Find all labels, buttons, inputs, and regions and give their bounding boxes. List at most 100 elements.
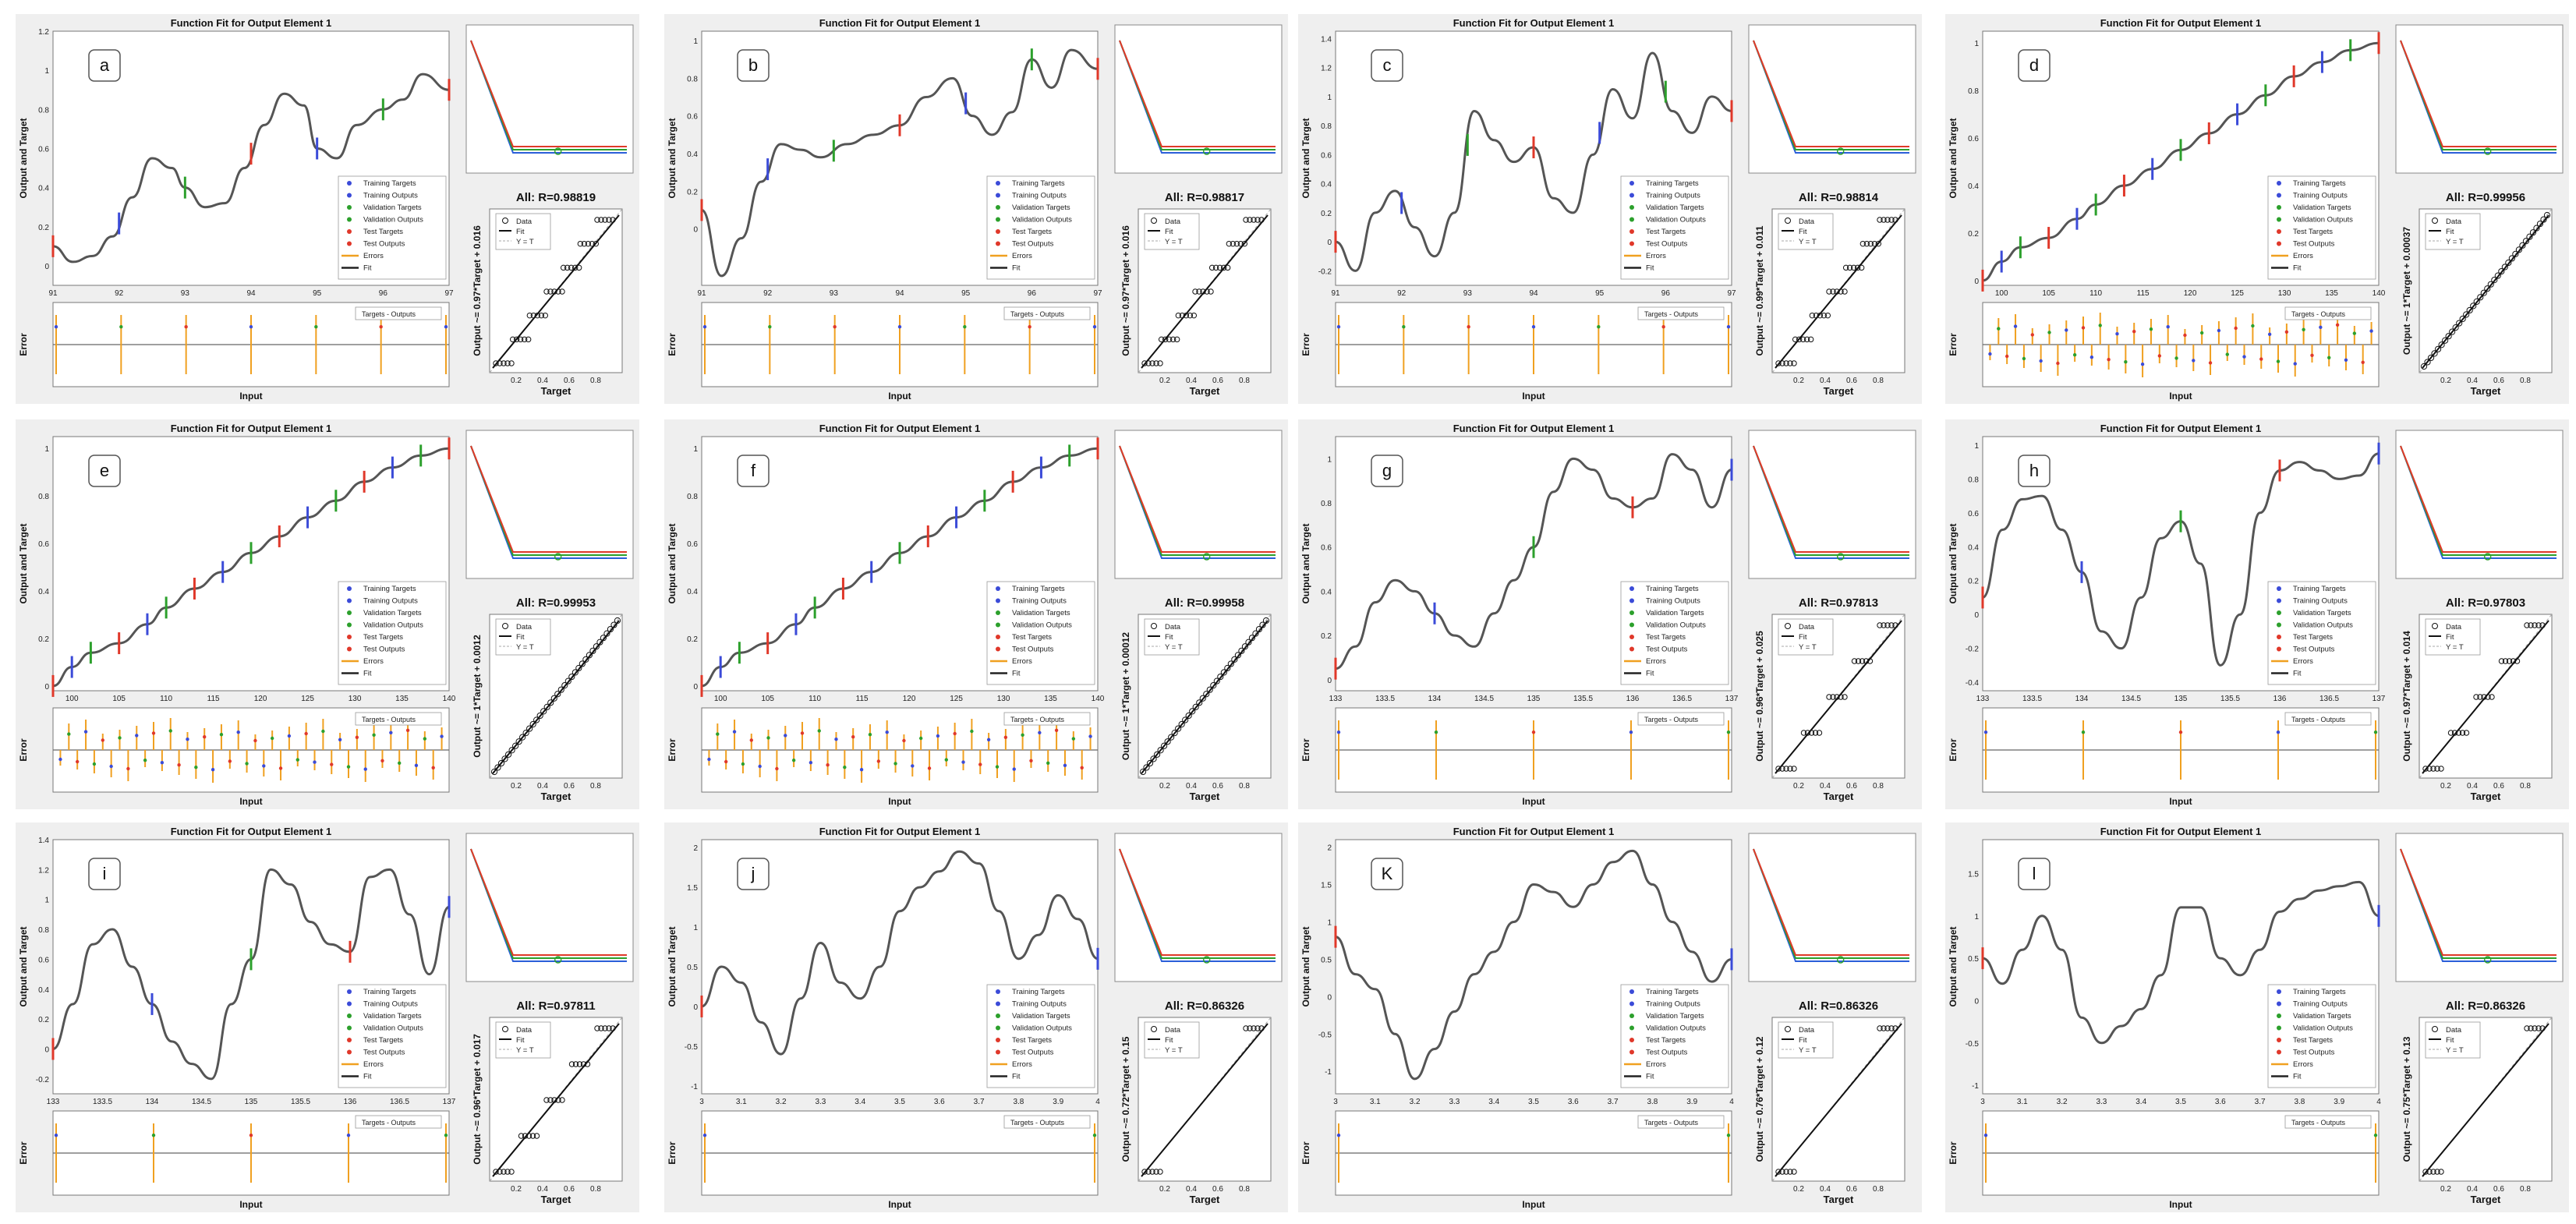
x-tick-label: 4 [1729,1098,1734,1106]
legend-entry: Training Targets [363,585,416,593]
panel-letter-badge [737,858,770,890]
error-point [1071,737,1076,741]
regression-point [1199,695,1206,702]
legend-swatch [2432,1026,2438,1032]
regression-point [2498,267,2505,275]
x-tick-label: 136.5 [1672,695,1692,703]
legend-swatch [1785,623,1791,629]
x-tick-label: 4 [2376,1098,2381,1106]
y-tick-label: 0.4 [687,588,698,596]
panel-letter-badge [2018,858,2051,890]
error-point [2335,323,2340,327]
x-tick-label: 95 [961,289,971,298]
legend-swatch [347,1025,352,1031]
x-axis-label: Input [239,796,262,807]
legend-entry: Validation Targets [2293,1012,2351,1021]
regression-point [1881,622,1887,628]
regression-legend-entry: Y = T [1165,238,1183,246]
panel-letter: i [103,864,107,883]
legend-swatch [1629,217,1634,222]
regression-point [508,1169,515,1175]
regression-point [1203,691,1210,698]
legend-entry: Test Outputs [1646,1049,1688,1057]
panel-l: Function Fit for Output Element 1 1.5 1 0.5… [1945,822,2569,1212]
error-y-label: Error [18,1141,29,1165]
y-tick-label: 0.5 [687,964,698,972]
regression-point [1892,622,1898,628]
legend-swatch [2277,646,2281,652]
regression-point [501,755,508,762]
error-y-label: Error [667,738,678,762]
regression-point [593,240,600,247]
x-tick-label: 105 [112,695,126,703]
error-point [2115,332,2119,336]
x-tick-label: 125 [2231,289,2244,298]
panel-letter: d [2029,55,2039,75]
legend-entry: Test Outputs [1012,1049,1054,1057]
legend-swatch [1629,1001,1634,1006]
x-tick-label: 115 [856,695,869,703]
regression-point [2529,229,2537,236]
legend-swatch [996,646,1000,652]
legend-entry: Validation Outputs [1012,621,1072,630]
y-tick-label: 1 [693,924,698,932]
panel-K: Function Fit for Output Element 1 2 1.5 1 0.… [1298,822,1922,1212]
regression-x-label: Target [541,385,571,397]
regression-x-tick: 0.8 [590,782,601,791]
legend-entry: Errors [1646,252,1666,260]
error-point [2302,327,2305,331]
panel-letter: l [2033,864,2036,883]
error-point [2293,362,2297,366]
regression-point [2532,1025,2538,1031]
regression-point [614,617,621,624]
regression-point [579,660,586,667]
regression-x-tick: 0.6 [2493,782,2504,791]
error-point [2327,356,2331,359]
legend-swatch [996,1049,1000,1055]
legend-entry: Test Outputs [1646,646,1688,654]
regression-point [1251,1025,1257,1031]
regression-point [1817,312,1824,319]
regression-x-label: Target [1190,791,1220,802]
x-tick-label: 3.9 [1053,1098,1063,1106]
regression-point [521,336,528,343]
error-point [1038,731,1042,734]
legend-entry: Training Outputs [2293,192,2348,200]
y-tick-label: -0.2 [1318,267,1332,276]
y-axis-label: Output and Target [1948,926,1959,1006]
error-legend-label: Targets - Outputs [2291,1119,2346,1127]
regression-point [2539,622,2546,628]
regression-point [547,1097,554,1103]
regression-legend-entry: Fit [2446,633,2454,642]
legend-entry: Test Targets [2293,1036,2333,1045]
fit-curve [701,447,1099,688]
error-point [177,763,181,767]
regression-point [493,360,499,366]
legend-swatch [1151,218,1157,224]
y-tick-label: 0.6 [38,145,49,154]
error-point [1661,325,1665,329]
error-legend [1637,1115,1725,1129]
x-tick-label: 137 [1725,695,1739,703]
best-epoch-marker [1836,956,1845,964]
error-point [1597,325,1601,329]
panel-letter-badge [1371,49,1403,82]
legend-swatch [347,646,352,652]
error-legend-label: Targets - Outputs [2291,310,2346,318]
regression-point [1881,217,1887,223]
x-tick-label: 120 [903,695,916,703]
legend-entry: Training Outputs [2293,597,2348,606]
legend-swatch [347,217,352,222]
regression-legend-entry: Y = T [516,1046,534,1055]
regression-x-label: Target [541,791,571,802]
regression-point [1791,766,1797,772]
regression-point [1892,1025,1898,1031]
x-tick-label: 120 [254,695,267,703]
regression-point [606,1025,612,1031]
fit-title: Function Fit for Output Element 1 [1453,423,1615,434]
legend-entry: Fit [1012,670,1021,678]
regression-point [1175,725,1182,732]
y-tick-label: 0 [1327,239,1332,247]
best-epoch-marker [554,147,562,155]
performance-axes [2395,24,2564,174]
